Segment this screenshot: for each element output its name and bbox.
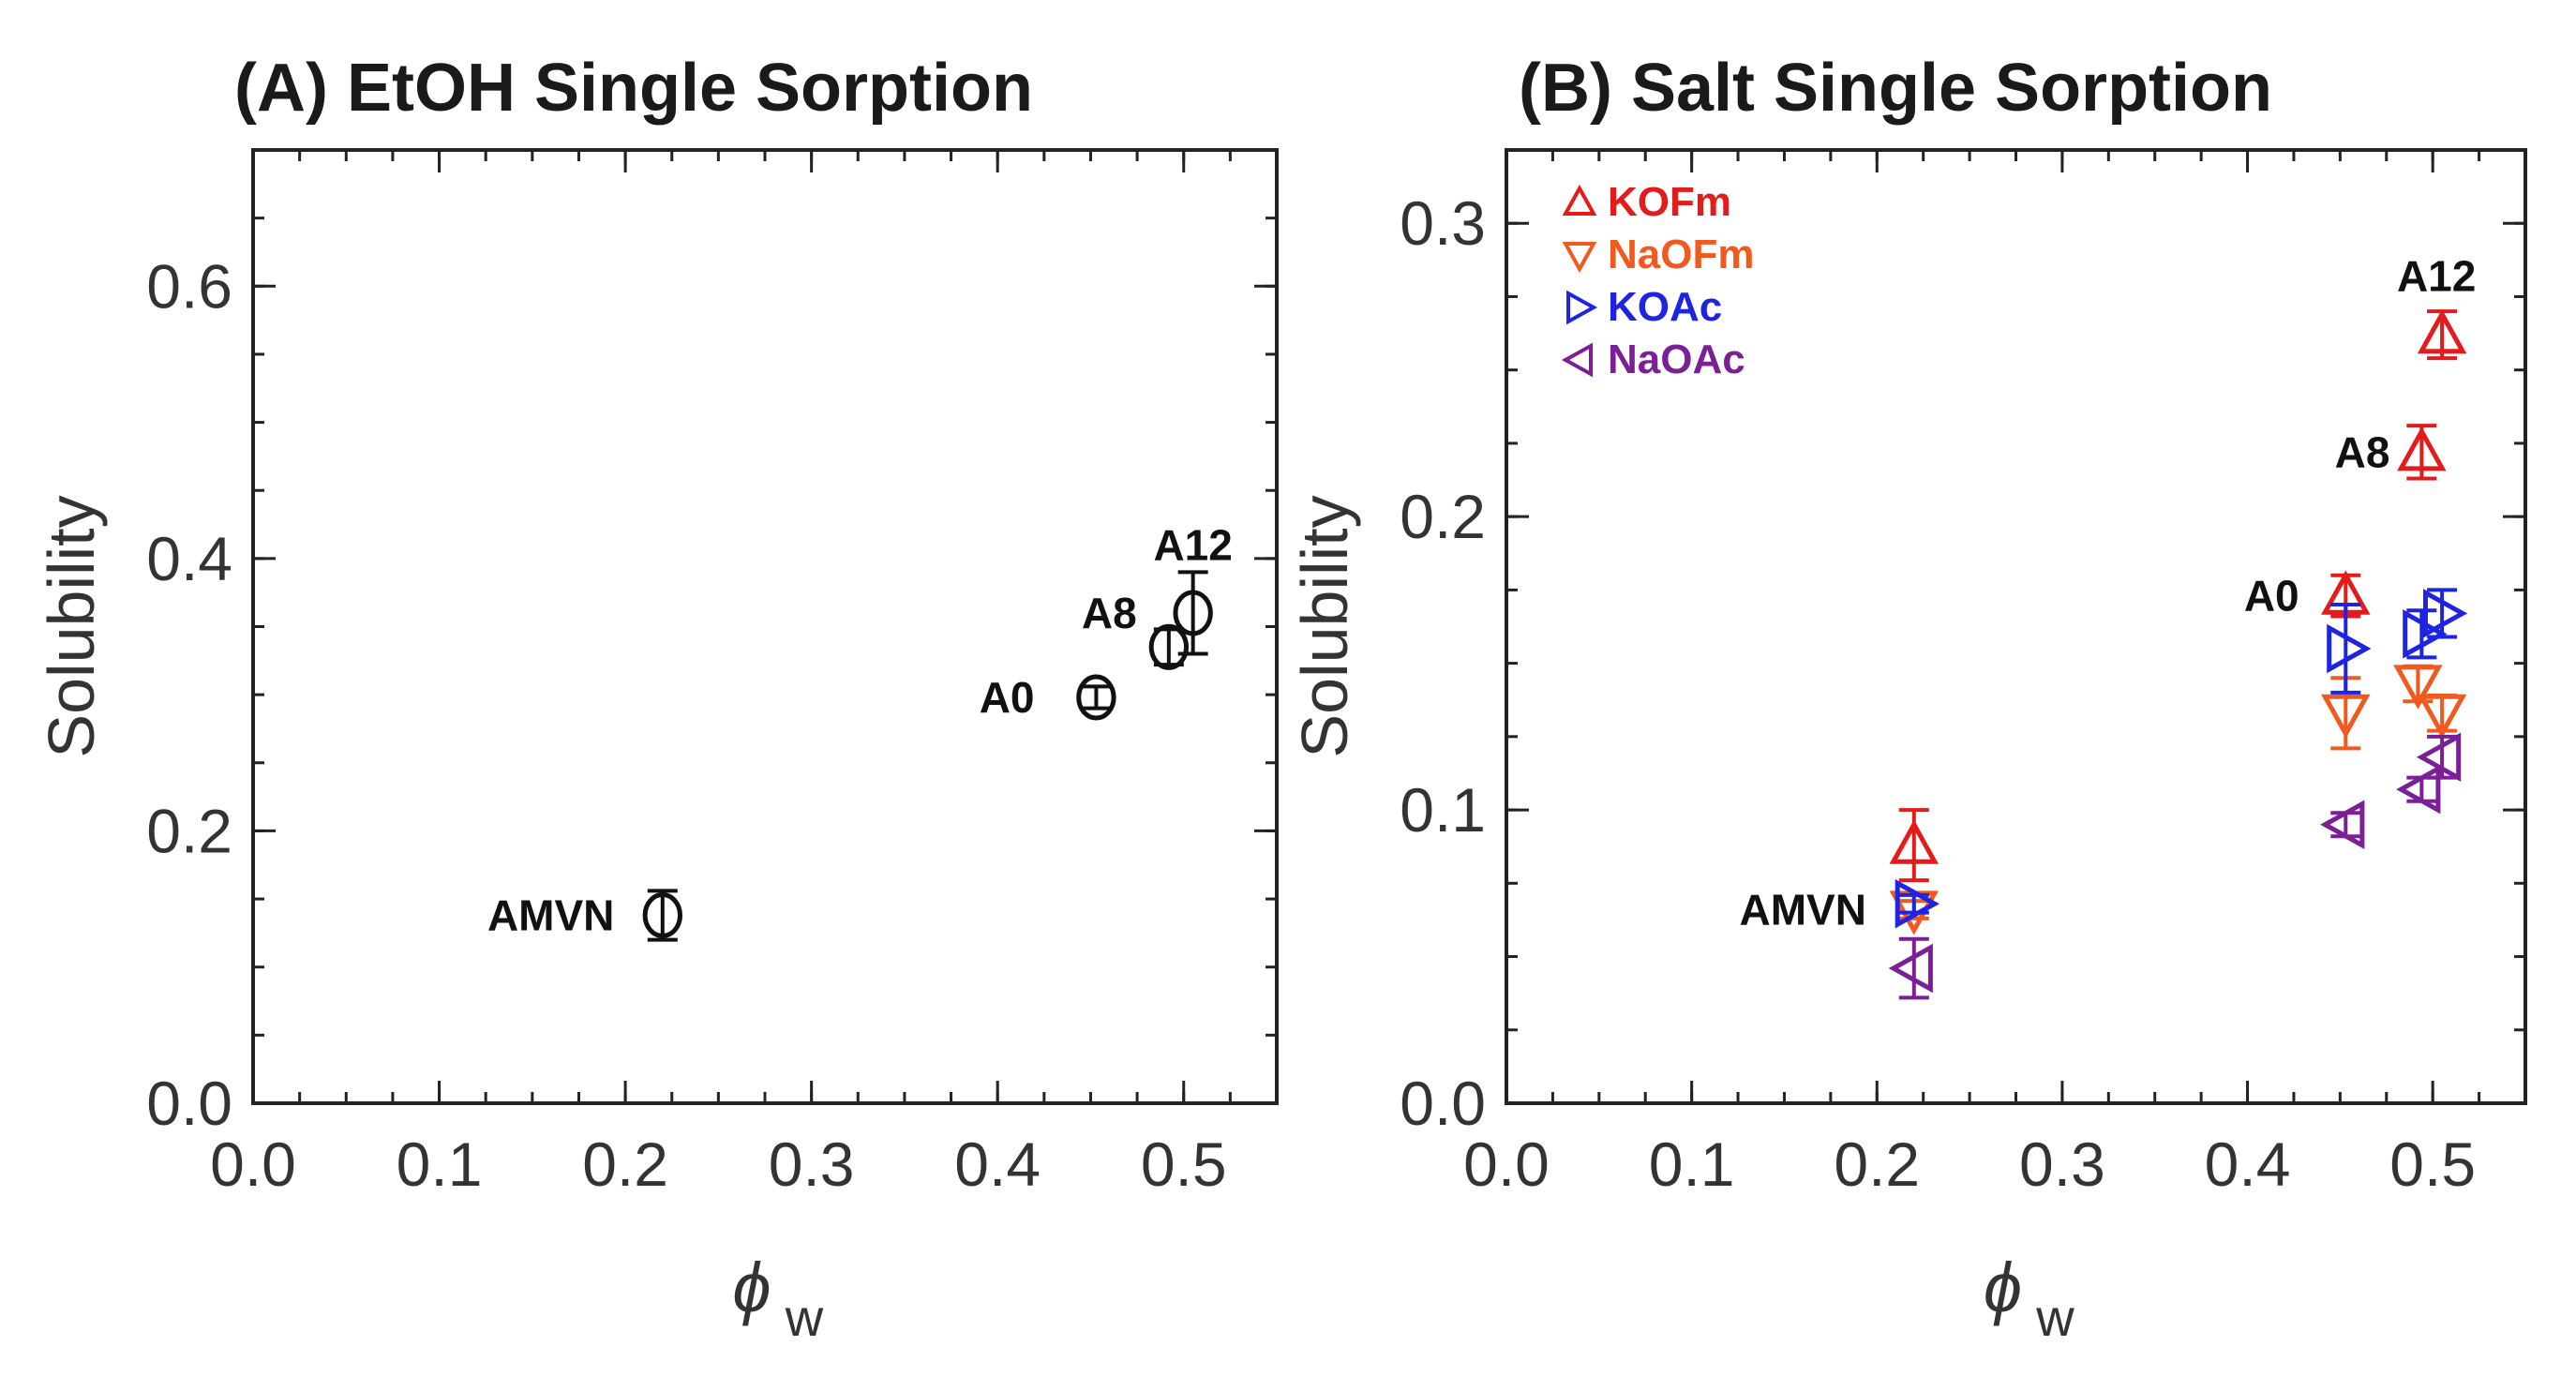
y-tick-label: 0.2 xyxy=(146,796,232,865)
x-tick-label: 0.2 xyxy=(1834,1129,1920,1199)
data-point xyxy=(1889,819,1939,864)
legend-marker-koac xyxy=(1566,290,1598,325)
legend-label-naofm: NaOFm xyxy=(1608,232,1754,277)
x-axis-label: ϕ xyxy=(732,1249,771,1326)
x-tick-label: 0.4 xyxy=(2205,1129,2291,1199)
annotation-a8: A8 xyxy=(1082,589,1137,637)
x-tick-label: 0.5 xyxy=(2389,1129,2476,1199)
series-kofm xyxy=(1889,308,2467,883)
legend-marker-naoac xyxy=(1561,342,1593,378)
x-tick-label: 0.1 xyxy=(397,1129,483,1199)
series-koac xyxy=(1895,588,2468,929)
legend-label-naoac: NaOAc xyxy=(1608,337,1745,382)
chart-a-etoh: (A) EtOH Single Sorption 0.0 0.1 0.2 0.3 0.4 0… xyxy=(35,51,1279,1347)
x-tick-label: 0.2 xyxy=(582,1129,668,1199)
x-tick-label: 0.0 xyxy=(210,1129,296,1199)
data-point xyxy=(1173,590,1213,636)
annotation-a12: A12 xyxy=(2397,252,2476,301)
data-point xyxy=(2321,694,2371,739)
y-tick-label: 0.0 xyxy=(146,1069,232,1138)
legend-marker-kofm xyxy=(1562,184,1597,216)
chart-title: (A) EtOH Single Sorption xyxy=(234,51,1033,126)
y-axis-label: Solubility xyxy=(35,495,108,757)
data-point xyxy=(2422,589,2468,638)
data-point xyxy=(2393,665,2443,710)
data-point xyxy=(2417,308,2467,354)
chart-title: (B) Salt Single Sorption xyxy=(1519,51,2272,126)
annotation-amvn: AMVN xyxy=(487,891,614,940)
legend-label-koac: KOAc xyxy=(1608,284,1722,330)
x-tick-label: 0.0 xyxy=(1463,1129,1550,1199)
annotation-a0: A0 xyxy=(980,673,1035,722)
y-tick-label: 0.6 xyxy=(146,251,232,321)
x-tick-label: 0.4 xyxy=(954,1129,1041,1199)
annotation-amvn: AMVN xyxy=(1739,885,1865,934)
series-naoac xyxy=(1888,732,2462,1000)
data-point xyxy=(1888,943,1933,994)
y-tick-label: 0.4 xyxy=(146,524,232,593)
x-axis-label: ϕ xyxy=(1984,1249,2022,1326)
chart-b-salt: (B) Salt Single Sorption 0.0 0.1 0.2 0.3 0.4 0… xyxy=(1288,51,2527,1347)
annotation-a12: A12 xyxy=(1153,520,1232,569)
series-naofm xyxy=(1889,664,2467,935)
y-tick-label: 0.3 xyxy=(1400,188,1486,258)
series-etoh xyxy=(642,570,1213,942)
x-tick-label: 0.3 xyxy=(2019,1129,2105,1199)
y-tick-label: 0.2 xyxy=(1400,482,1486,551)
data-point xyxy=(2327,623,2372,674)
y-tick-label: 0.0 xyxy=(1400,1069,1486,1138)
data-point xyxy=(2320,800,2365,849)
legend-marker-naofm xyxy=(1562,242,1597,274)
data-point xyxy=(642,892,682,939)
data-point xyxy=(2417,694,2467,739)
x-axis-label-subscript: w xyxy=(2035,1288,2074,1347)
x-tick-label: 0.3 xyxy=(769,1129,855,1199)
data-point xyxy=(2397,426,2447,471)
x-tick-label: 0.1 xyxy=(1649,1129,1735,1199)
data-point xyxy=(1895,878,1939,929)
x-tick-label: 0.5 xyxy=(1141,1129,1227,1199)
annotation-a8: A8 xyxy=(2335,427,2390,476)
legend-label-kofm: KOFm xyxy=(1608,179,1731,225)
data-point xyxy=(1076,674,1116,721)
data-point xyxy=(2416,732,2462,782)
legend: KOFm NaOFm KOAc NaOAc xyxy=(1561,179,1754,382)
data-point xyxy=(1148,623,1190,670)
data-point xyxy=(2396,764,2441,815)
y-axis-label: Solubility xyxy=(1288,495,1361,757)
y-tick-label: 0.1 xyxy=(1400,775,1486,845)
x-axis-label-subscript: w xyxy=(785,1288,824,1347)
annotation-a0: A0 xyxy=(2244,572,2299,621)
